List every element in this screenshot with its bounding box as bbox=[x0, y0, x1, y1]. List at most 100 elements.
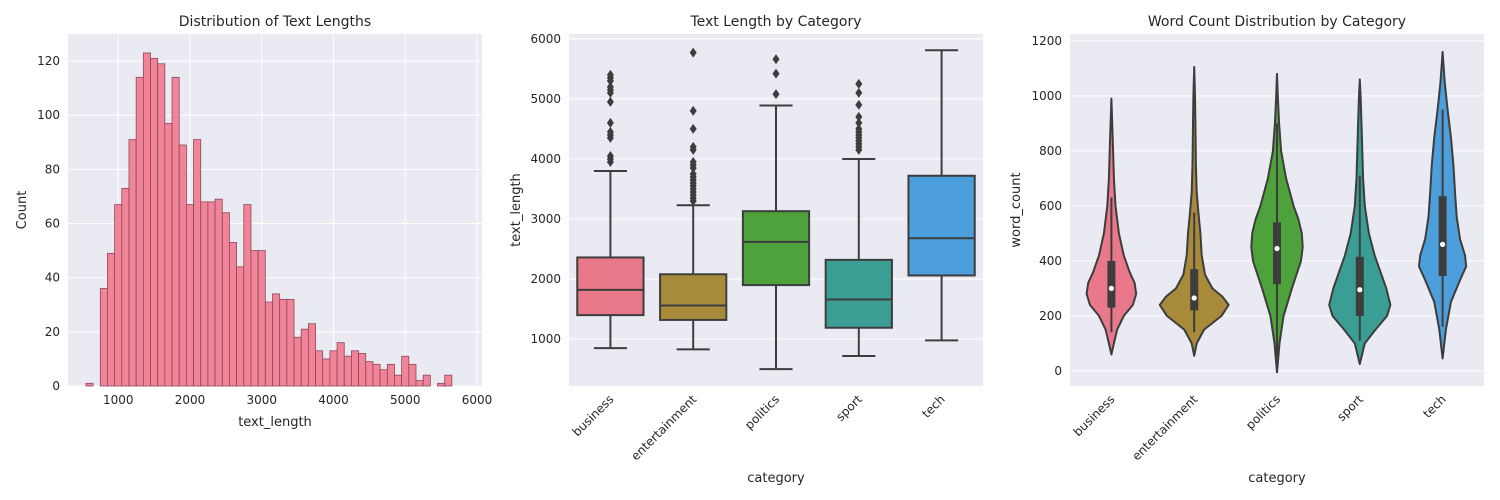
histogram-bar bbox=[150, 57, 159, 387]
x-tick-label: tech bbox=[1420, 392, 1448, 420]
histogram-bar bbox=[185, 204, 194, 387]
histogram-y-label: Count bbox=[15, 191, 30, 230]
outlier-marker bbox=[772, 54, 780, 65]
violin-y-ticks: 0 200 400 600 800 1000 1200 bbox=[1031, 34, 1062, 378]
y-tick-label: 5000 bbox=[530, 92, 561, 106]
x-tick-label: sport bbox=[1334, 392, 1366, 424]
outlier-marker bbox=[606, 126, 614, 137]
y-tick-label: 400 bbox=[1039, 254, 1062, 268]
histogram-bar bbox=[422, 374, 431, 387]
x-tick-label: 2000 bbox=[175, 393, 206, 407]
histogram-bar bbox=[336, 342, 345, 387]
y-tick-label: 80 bbox=[45, 162, 60, 176]
boxplot-boxes bbox=[576, 47, 976, 371]
outlier-marker bbox=[689, 47, 697, 58]
outlier-marker bbox=[606, 117, 614, 128]
y-tick-label: 0 bbox=[52, 379, 60, 393]
outlier-marker bbox=[606, 81, 614, 92]
violin-iqr-box bbox=[1107, 260, 1116, 308]
histogram-bar bbox=[437, 382, 446, 387]
histogram-title: Distribution of Text Lengths bbox=[179, 14, 371, 30]
boxplot-y-ticks: 1000 2000 3000 4000 5000 6000 bbox=[530, 32, 561, 346]
y-tick-label: 800 bbox=[1039, 144, 1062, 158]
histogram-bar bbox=[394, 374, 403, 387]
histogram-bar bbox=[178, 144, 187, 387]
y-tick-label: 6000 bbox=[530, 32, 561, 46]
x-tick-label: 6000 bbox=[462, 393, 493, 407]
violin-iqr-box bbox=[1355, 256, 1364, 316]
histogram-x-label: text_length bbox=[238, 415, 312, 430]
histogram-bar bbox=[99, 288, 108, 387]
y-tick-label: 1000 bbox=[1031, 89, 1062, 103]
boxplot-x-ticks: business entertainment politics sport tech bbox=[570, 392, 948, 463]
outlier-marker bbox=[855, 117, 863, 128]
box-body bbox=[576, 256, 645, 317]
histogram-bar bbox=[408, 363, 417, 387]
histogram-panel: 1000 2000 3000 4000 5000 6000 0 20 40 60 80 100 120… bbox=[15, 14, 492, 430]
histogram-bar bbox=[207, 201, 216, 387]
histogram-bar bbox=[351, 350, 359, 387]
histogram-bar bbox=[229, 242, 238, 387]
violin-iqr-box bbox=[1273, 222, 1281, 285]
violin-iqr-box bbox=[1438, 196, 1447, 276]
outlier-marker bbox=[855, 123, 863, 134]
box-body bbox=[907, 174, 976, 277]
x-tick-label: politics bbox=[1243, 392, 1283, 432]
x-tick-label: entertainment bbox=[1129, 392, 1200, 463]
histogram-bar bbox=[257, 250, 266, 387]
outlier-marker bbox=[606, 150, 614, 161]
outlier-marker bbox=[855, 111, 863, 122]
histogram-bar bbox=[142, 52, 151, 387]
histogram-bar bbox=[171, 76, 180, 387]
violin-iqr-box bbox=[1190, 269, 1199, 311]
x-tick-label: 5000 bbox=[390, 393, 421, 407]
violin-title: Word Count Distribution by Category bbox=[1148, 14, 1406, 30]
x-tick-label: 4000 bbox=[318, 393, 349, 407]
histogram-bar bbox=[444, 374, 453, 387]
histogram-bars bbox=[85, 52, 453, 387]
y-tick-label: 4000 bbox=[530, 152, 561, 166]
boxplot-panel: business entertainment politics sport tech 1… bbox=[509, 14, 983, 486]
histogram-bar bbox=[200, 201, 209, 387]
x-tick-label: 1000 bbox=[103, 393, 134, 407]
y-tick-label: 2000 bbox=[530, 272, 561, 286]
box-body bbox=[659, 273, 728, 321]
boxplot-x-label: category bbox=[747, 471, 805, 486]
histogram-bar bbox=[114, 204, 123, 387]
box-body bbox=[824, 258, 893, 329]
histogram-bar bbox=[221, 212, 230, 387]
outlier-marker bbox=[855, 99, 863, 110]
histogram-bar bbox=[135, 76, 144, 387]
outlier-marker bbox=[772, 68, 780, 79]
histogram-bar bbox=[214, 198, 223, 387]
violin-panel: business entertainment politics sport tech 0… bbox=[1009, 14, 1484, 486]
violin-median-dot bbox=[1108, 285, 1114, 291]
outlier-marker bbox=[689, 156, 697, 167]
outlier-marker bbox=[689, 123, 697, 134]
x-tick-label: tech bbox=[919, 392, 947, 420]
outlier-marker bbox=[855, 87, 863, 98]
histogram-bar bbox=[157, 63, 166, 387]
outlier-marker bbox=[606, 96, 614, 107]
boxplot-title: Text Length by Category bbox=[689, 14, 861, 30]
y-tick-label: 1200 bbox=[1031, 34, 1062, 48]
histogram-bar bbox=[243, 204, 252, 387]
violin-median-dot bbox=[1274, 245, 1280, 252]
y-tick-label: 100 bbox=[37, 108, 60, 122]
y-tick-label: 600 bbox=[1039, 199, 1062, 213]
y-tick-label: 0 bbox=[1054, 364, 1062, 378]
y-tick-label: 200 bbox=[1039, 309, 1062, 323]
y-tick-label: 40 bbox=[45, 271, 60, 285]
y-tick-label: 120 bbox=[37, 54, 60, 68]
violin-median-dot bbox=[1357, 287, 1363, 293]
x-tick-label: entertainment bbox=[628, 392, 699, 463]
violin-median-dot bbox=[1440, 241, 1446, 247]
histogram-bar bbox=[85, 382, 94, 387]
histogram-bar bbox=[121, 187, 130, 387]
histogram-bar bbox=[128, 139, 137, 387]
histogram-bar bbox=[272, 293, 281, 387]
histogram-bar bbox=[193, 139, 202, 387]
histogram-bar bbox=[236, 266, 245, 387]
histogram-bar bbox=[286, 298, 295, 387]
